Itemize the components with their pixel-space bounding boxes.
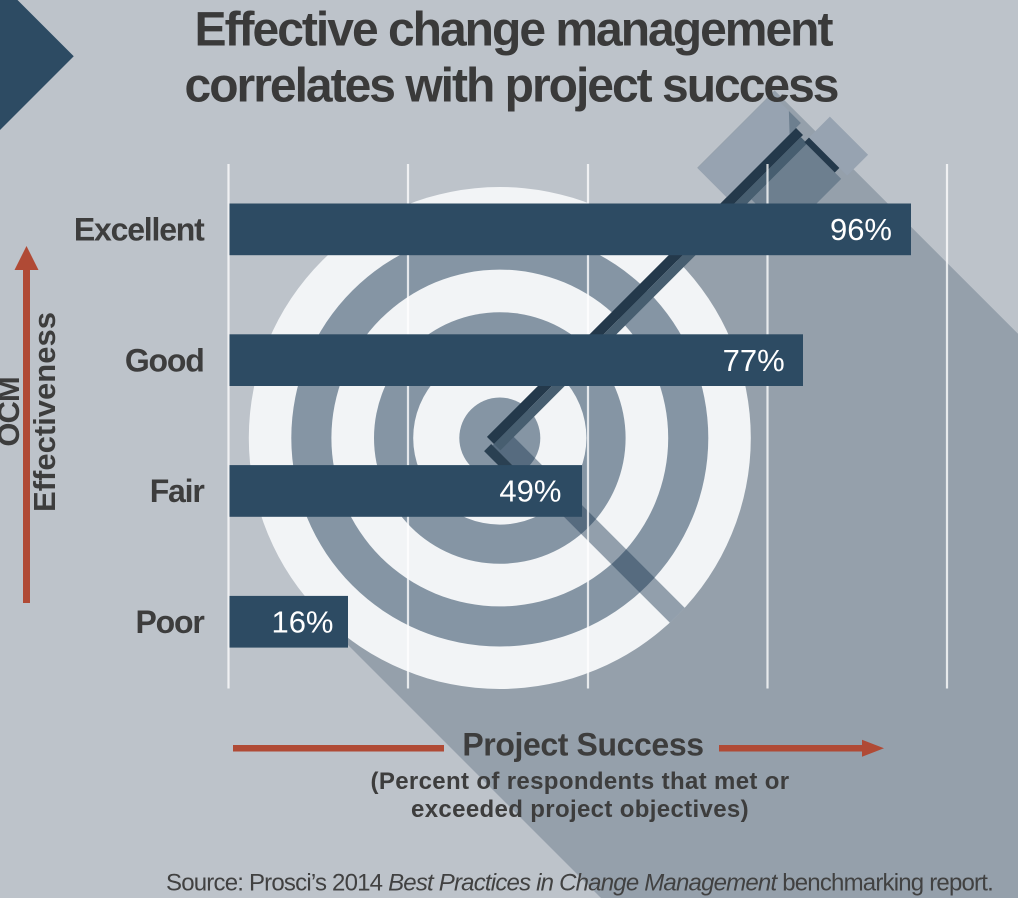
svg-text:96%: 96% <box>830 212 892 247</box>
svg-text:correlates with project succes: correlates with project success <box>185 60 838 113</box>
svg-text:77%: 77% <box>723 343 785 378</box>
svg-text:Effectiveness: Effectiveness <box>27 312 62 512</box>
svg-text:OCM: OCM <box>0 377 26 446</box>
svg-text:Effective change management: Effective change management <box>195 3 834 56</box>
svg-text:(Percent of respondents that m: (Percent of respondents that met or <box>371 768 790 795</box>
svg-text:Project Success: Project Success <box>462 727 703 763</box>
svg-text:Poor: Poor <box>136 604 205 640</box>
svg-text:exceeded project objectives): exceeded project objectives) <box>411 796 749 823</box>
svg-text:Source: Prosci’s 2014 Best Pra: Source: Prosci’s 2014 Best Practices in … <box>166 870 993 897</box>
svg-text:16%: 16% <box>271 605 333 640</box>
svg-text:Good: Good <box>125 342 204 378</box>
svg-text:Fair: Fair <box>150 473 205 509</box>
svg-text:Excellent: Excellent <box>74 211 205 247</box>
svg-text:49%: 49% <box>499 474 561 509</box>
